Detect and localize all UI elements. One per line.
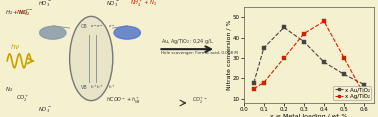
Text: CB: CB (81, 24, 87, 29)
Text: $CO_2^{+}$: $CO_2^{+}$ (15, 94, 28, 104)
Text: $N_2$: $N_2$ (5, 85, 13, 94)
Text: Au, Ag/TiO$_2$: 0.24 g/L: Au, Ag/TiO$_2$: 0.24 g/L (161, 37, 214, 46)
Text: $NO_3^-$: $NO_3^-$ (105, 0, 119, 9)
Text: $HO_3^-$: $HO_3^-$ (39, 0, 52, 9)
Text: $h^+$: $h^+$ (108, 83, 116, 91)
Text: $h^+$: $h^+$ (96, 83, 104, 91)
X-axis label: x = Metal loading / wt %: x = Metal loading / wt % (270, 113, 348, 117)
Text: VB: VB (81, 85, 87, 90)
Circle shape (40, 26, 66, 39)
Text: $CO_2^{+-}$: $CO_2^{+-}$ (192, 96, 208, 106)
Text: $NH_4^+ + N_2$: $NH_4^+ + N_2$ (130, 0, 157, 9)
Text: $e^-$: $e^-$ (108, 23, 115, 30)
Text: $h\nu$: $h\nu$ (9, 42, 20, 51)
Text: Hole scavenger: Formic acid, 0.008 M: Hole scavenger: Formic acid, 0.008 M (161, 51, 238, 55)
Text: $NO_2^-$: $NO_2^-$ (15, 8, 30, 18)
Text: $h^+$: $h^+$ (90, 83, 98, 91)
Text: $H_2 + NO_2^-$: $H_2 + NO_2^-$ (5, 8, 33, 18)
Legend: x Au/TiO₂, x Ag/TiO₂: x Au/TiO₂, x Ag/TiO₂ (333, 86, 372, 100)
Ellipse shape (70, 16, 113, 101)
Y-axis label: Nitrate conversion / %: Nitrate conversion / % (226, 20, 231, 90)
Text: $e^-$: $e^-$ (90, 23, 98, 30)
Text: $HCOO^- + h^+_{VB}$: $HCOO^- + h^+_{VB}$ (105, 96, 141, 106)
Circle shape (114, 26, 140, 39)
Text: $e^-$: $e^-$ (96, 23, 104, 30)
Text: $NO_3^-$: $NO_3^-$ (39, 105, 52, 115)
